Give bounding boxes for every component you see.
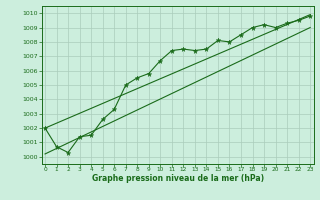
X-axis label: Graphe pression niveau de la mer (hPa): Graphe pression niveau de la mer (hPa) xyxy=(92,174,264,183)
